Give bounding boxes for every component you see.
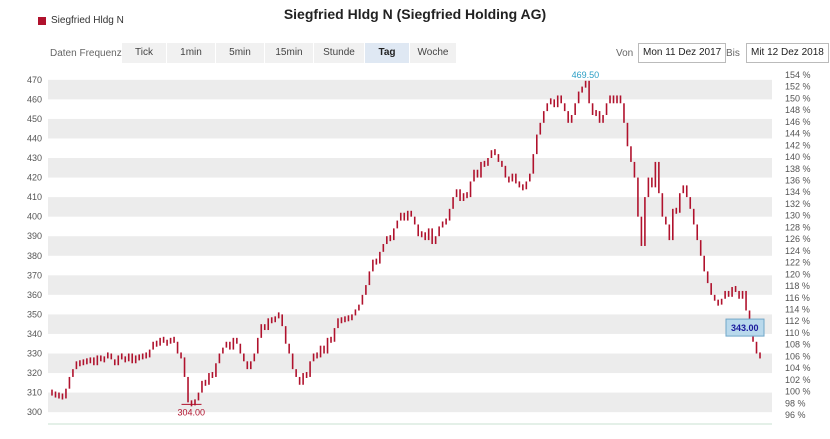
- y-right-tick-label: 114 %: [785, 305, 810, 315]
- y-right-tick-label: 100 %: [785, 387, 811, 397]
- grid-band: [48, 158, 772, 178]
- y-tick-label: 300: [27, 407, 42, 417]
- from-label: Von: [616, 48, 634, 59]
- to-label: Bis: [726, 48, 740, 59]
- last-value-label: 343.00: [731, 323, 759, 333]
- tab-tag[interactable]: Tag: [365, 43, 410, 63]
- y-right-tick-label: 154 %: [785, 70, 811, 80]
- y-right-tick-label: 112 %: [785, 316, 810, 326]
- y-right-tick-label: 110 %: [785, 328, 810, 338]
- grid-band: [48, 314, 772, 334]
- y-right-tick-label: 136 %: [785, 175, 811, 185]
- y-right-tick-label: 106 %: [785, 351, 811, 361]
- grid-band: [48, 118, 772, 139]
- y-tick-label: 390: [27, 231, 42, 241]
- grid-band: [48, 275, 772, 295]
- y-tick-label: 350: [27, 309, 42, 319]
- y-tick-label: 310: [27, 388, 42, 398]
- high-value-label: 469.50: [572, 70, 600, 80]
- y-tick-label: 380: [27, 251, 42, 261]
- last-value-box: [725, 318, 765, 337]
- y-right-tick-label: 98 %: [785, 398, 806, 408]
- y-tick-label: 440: [27, 133, 42, 143]
- tab-woche[interactable]: Woche: [410, 43, 457, 63]
- y-tick-label: 420: [27, 173, 42, 183]
- tab-15min[interactable]: 15min: [265, 43, 314, 63]
- y-right-tick-label: 118 %: [785, 281, 810, 291]
- y-right-tick-label: 124 %: [785, 246, 811, 256]
- legend-label: Siegfried Hldg N: [51, 15, 124, 26]
- y-tick-label: 320: [27, 368, 42, 378]
- y-right-tick-label: 132 %: [785, 199, 811, 209]
- chart-title: Siegfried Hldg N (Siegfried Holding AG): [283, 6, 547, 22]
- y-right-tick-label: 150 %: [785, 93, 811, 103]
- grid-band: [48, 392, 772, 413]
- legend: Siegfried Hldg N: [38, 15, 124, 26]
- y-right-tick-label: 146 %: [785, 117, 811, 127]
- y-right-tick-label: 102 %: [785, 375, 811, 385]
- grid-band: [48, 353, 772, 374]
- tab-1min[interactable]: 1min: [167, 43, 216, 63]
- from-date-input[interactable]: Mon 11 Dez 2017: [638, 43, 727, 63]
- legend-swatch: [38, 16, 46, 25]
- y-right-tick-label: 130 %: [785, 211, 811, 221]
- y-right-tick-label: 152 %: [785, 82, 811, 92]
- y-tick-label: 460: [27, 94, 42, 104]
- tab-5min[interactable]: 5min: [216, 43, 265, 63]
- y-tick-label: 470: [27, 75, 42, 85]
- y-right-tick-label: 122 %: [785, 258, 811, 268]
- y-tick-label: 340: [27, 329, 42, 339]
- y-tick-label: 330: [27, 348, 42, 358]
- y-right-tick-label: 128 %: [785, 222, 811, 232]
- tab-tick[interactable]: Tick: [122, 43, 167, 63]
- to-date-input[interactable]: Mit 12 Dez 2018: [746, 43, 829, 63]
- y-tick-label: 430: [27, 153, 42, 163]
- y-right-tick-label: 148 %: [785, 105, 811, 115]
- y-right-tick-label: 96 %: [785, 410, 806, 420]
- y-right-tick-label: 144 %: [785, 129, 811, 139]
- grid-band: [48, 236, 772, 256]
- y-tick-label: 450: [27, 114, 42, 124]
- tab-stunde[interactable]: Stunde: [314, 43, 365, 63]
- y-tick-label: 400: [27, 212, 42, 222]
- y-right-tick-label: 120 %: [785, 269, 811, 279]
- y-right-tick-label: 104 %: [785, 363, 811, 373]
- grid-band: [48, 197, 772, 217]
- frequency-label: Daten Frequenz: [50, 48, 122, 59]
- low-value-label: 304.00: [178, 407, 206, 417]
- y-right-tick-label: 126 %: [785, 234, 811, 244]
- y-right-tick-label: 138 %: [785, 164, 811, 174]
- y-right-tick-label: 140 %: [785, 152, 811, 162]
- grid-band: [48, 79, 772, 100]
- frequency-tabs: Tick 1min 5min 15min Stunde Tag Woche: [122, 43, 457, 63]
- y-right-tick-label: 134 %: [785, 187, 811, 197]
- y-right-tick-label: 142 %: [785, 140, 811, 150]
- y-tick-label: 360: [27, 290, 42, 300]
- y-tick-label: 410: [27, 192, 42, 202]
- y-right-tick-label: 116 %: [785, 293, 810, 303]
- y-right-tick-label: 108 %: [785, 340, 811, 350]
- y-tick-label: 370: [27, 270, 42, 280]
